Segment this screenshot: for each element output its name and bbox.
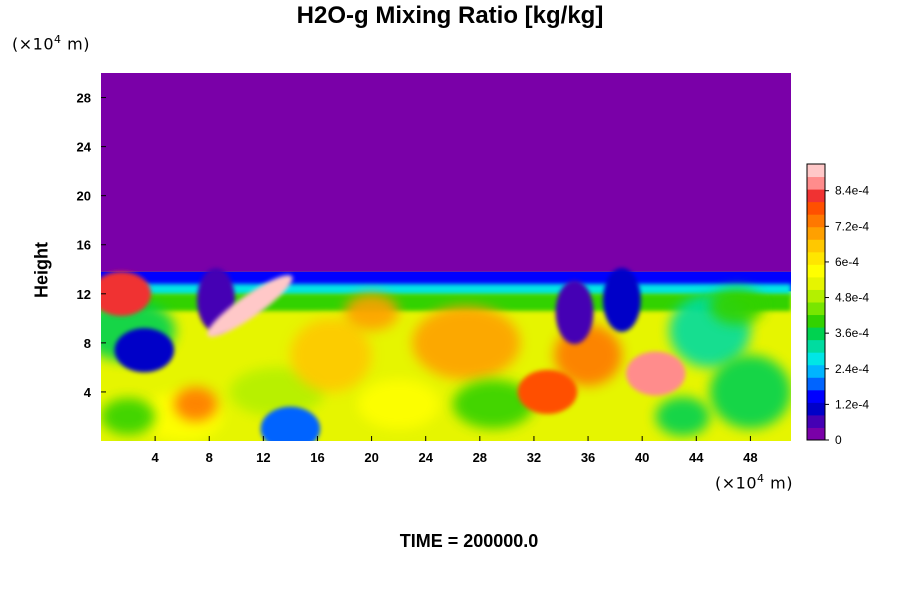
x-tick-label: 24 [418, 450, 433, 465]
field-blob [412, 306, 521, 380]
colorbar-label: 4.8e-4 [835, 291, 869, 305]
colorbar-swatch [807, 414, 825, 428]
chart-title: H2O-g Mixing Ratio [kg/kg] [296, 2, 604, 29]
colorbar-swatch [807, 226, 825, 240]
colorbar-swatch [807, 402, 825, 416]
field-blob [344, 293, 399, 331]
time-label: TIME = 200000.0 [399, 531, 539, 551]
moist-blob [101, 271, 152, 316]
field-blob [101, 398, 156, 435]
dry-eddy [260, 406, 321, 441]
colorbar-swatch [807, 289, 825, 303]
x-tick-label: 16 [310, 450, 324, 465]
colorbar-label: 8.4e-4 [835, 184, 869, 198]
y-tick-label: 24 [77, 140, 92, 155]
x-tick-label: 32 [527, 450, 541, 465]
field-blob [709, 355, 791, 429]
colorbar-swatch [807, 327, 825, 341]
colorbar-swatch [807, 214, 825, 228]
x-tick-label: 48 [743, 450, 757, 465]
y-tick-label: 28 [77, 91, 91, 106]
field-blob [358, 379, 440, 429]
colorbar-swatch [807, 339, 825, 353]
x-tick-label: 4 [152, 450, 160, 465]
moist-blob [625, 351, 686, 396]
colorbar-label: 0 [835, 433, 842, 447]
colorbar-swatch [807, 302, 825, 316]
x-unit-suffix: m) [764, 473, 793, 493]
y-unit-prefix: (×10 [12, 34, 55, 54]
colorbar-label: 3.6e-4 [835, 326, 869, 340]
colorbar-swatch [807, 427, 825, 441]
mixing-ratio-field [101, 268, 791, 441]
x-tick-label: 28 [473, 450, 487, 465]
colorbar-swatch [807, 364, 825, 378]
field-blob [229, 367, 325, 417]
colorbar-swatch [807, 276, 825, 290]
colorbar-swatch [807, 352, 825, 366]
plot-area [101, 73, 791, 441]
colorbar-swatch [807, 264, 825, 278]
x-tick-label: 36 [581, 450, 595, 465]
colorbar-swatch [807, 314, 825, 328]
colorbar-label: 2.4e-4 [835, 362, 869, 376]
field-blob [452, 379, 534, 429]
colorbar-label: 6e-4 [835, 255, 859, 269]
x-tick-label: 44 [689, 450, 704, 465]
y-axis-unit: (×104 m) [12, 33, 90, 53]
x-tick-label: 8 [206, 450, 213, 465]
x-axis-unit: (×104 m) [715, 472, 793, 492]
field-blob [174, 387, 218, 422]
dry-eddy [114, 328, 175, 373]
colorbar-swatch [807, 189, 825, 203]
colorbar-swatch [807, 389, 825, 403]
colorbar-swatch [807, 239, 825, 253]
moist-filament [207, 275, 293, 337]
colorbar-frame [806, 163, 826, 441]
colorbar-label: 7.2e-4 [835, 219, 869, 233]
field-blob [709, 287, 764, 325]
y-tick-label: 12 [77, 287, 91, 302]
field-blob [655, 396, 710, 437]
y-unit-suffix: m) [61, 34, 90, 54]
colorbar-label: 1.2e-4 [835, 397, 869, 411]
y-tick-label: 8 [84, 336, 91, 351]
colorbar-swatch [807, 176, 825, 190]
x-tick-label: 40 [635, 450, 649, 465]
y-tick-label: 16 [77, 238, 91, 253]
dry-intrusion [602, 268, 641, 332]
colorbar-swatch [807, 377, 825, 391]
moist-blob [517, 369, 578, 415]
x-unit-prefix: (×10 [715, 473, 758, 493]
x-tick-label: 20 [364, 450, 378, 465]
dry-intrusion [555, 280, 594, 345]
x-unit-exponent: 4 [757, 472, 765, 485]
colorbar-swatch [807, 164, 825, 178]
colorbar-swatch [807, 251, 825, 265]
x-tick-label: 12 [256, 450, 270, 465]
y-unit-exponent: 4 [54, 33, 62, 46]
colorbar-swatch [807, 201, 825, 215]
field-blob [290, 318, 372, 392]
y-tick-label: 4 [84, 385, 92, 400]
y-tick-label: 20 [77, 189, 91, 204]
